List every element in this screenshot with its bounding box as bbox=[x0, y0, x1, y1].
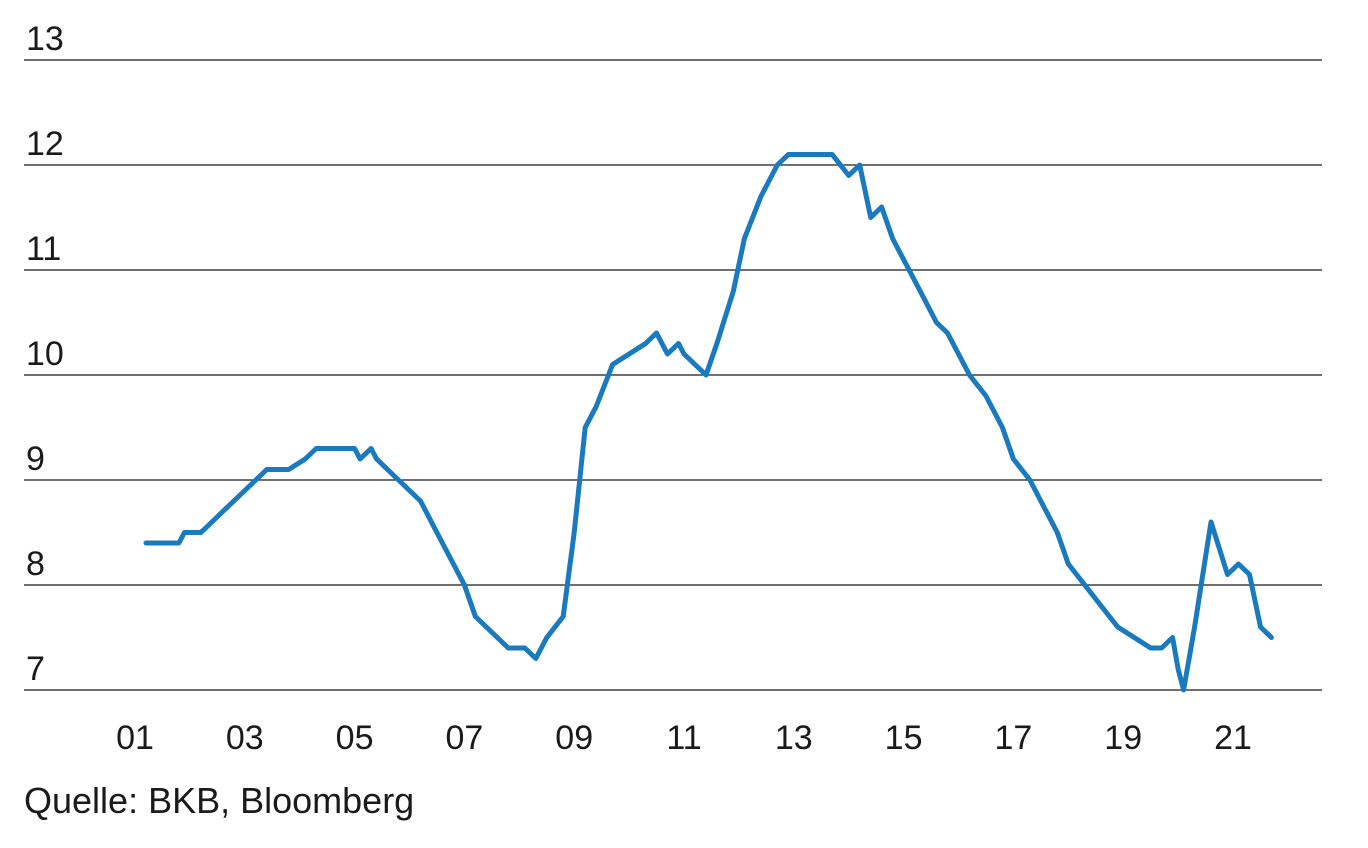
x-tick-label-03: 03 bbox=[226, 719, 264, 757]
y-tick-label-11: 11 bbox=[26, 230, 61, 268]
y-tick-label-13: 13 bbox=[26, 20, 64, 58]
x-tick-label-17: 17 bbox=[994, 719, 1032, 757]
x-tick-label-19: 19 bbox=[1104, 719, 1142, 757]
y-tick-labels: 7 8 9 10 11 12 13 bbox=[26, 20, 64, 688]
y-tick-label-9: 9 bbox=[26, 440, 45, 478]
x-tick-label-15: 15 bbox=[885, 719, 923, 757]
x-tick-label-21: 21 bbox=[1214, 719, 1252, 757]
series-lines bbox=[143, 152, 1274, 693]
y-tick-label-10: 10 bbox=[26, 335, 64, 373]
x-tick-labels: 01 03 05 07 09 11 13 15 17 19 21 bbox=[116, 719, 1252, 757]
x-tick-label-07: 07 bbox=[445, 719, 483, 757]
x-tick-label-09: 09 bbox=[555, 719, 593, 757]
x-tick-label-13: 13 bbox=[775, 719, 813, 757]
y-tick-label-7: 7 bbox=[26, 650, 45, 688]
x-tick-label-11: 11 bbox=[666, 719, 701, 757]
y-tick-label-8: 8 bbox=[26, 545, 45, 583]
source-note: Quelle: BKB, Bloomberg bbox=[24, 780, 415, 821]
y-tick-label-12: 12 bbox=[26, 125, 64, 163]
x-tick-label-05: 05 bbox=[336, 719, 374, 757]
grid-lines bbox=[24, 59, 1322, 691]
series-line-0 bbox=[143, 152, 1274, 693]
line-chart: 7 8 9 10 11 12 13 01 03 05 07 09 11 13 15 17 19 21 bbox=[24, 20, 1322, 757]
x-tick-label-01: 01 bbox=[116, 719, 154, 757]
